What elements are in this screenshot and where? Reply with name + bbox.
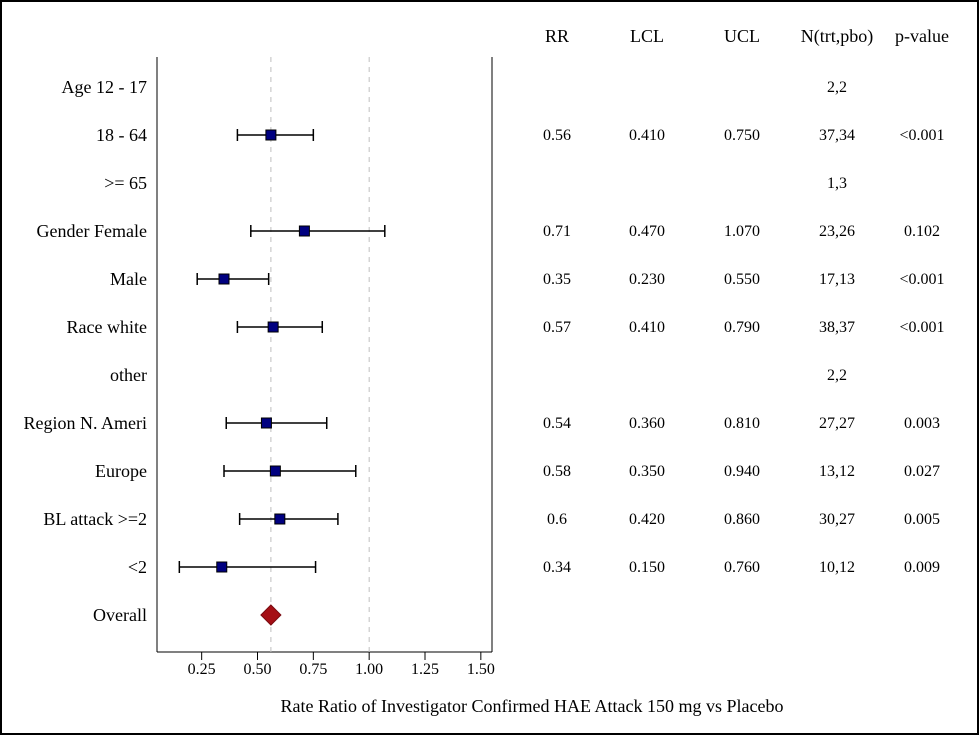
table-cell: 0.57 (543, 319, 571, 336)
table-cell: <0.001 (899, 319, 944, 336)
table-cell: 0.005 (904, 511, 940, 528)
table-cell: 1.070 (724, 223, 760, 240)
forest-plot-svg: 0.25 0.50 0.75 1.00 1.25 1.50 Rate Ratio of In… (2, 2, 977, 733)
table-cell: 0.150 (629, 559, 665, 576)
table-cell: <0.001 (899, 127, 944, 144)
table-cell: 0.760 (724, 559, 760, 576)
point-marker (217, 562, 227, 572)
table-cell: 0.750 (724, 127, 760, 144)
table-cell: 0.003 (904, 415, 940, 432)
table-cell: 0.230 (629, 271, 665, 288)
row-label: <2 (128, 557, 147, 577)
table-cell: 0.470 (629, 223, 665, 240)
x-tick-label: 0.50 (244, 661, 272, 678)
table-cell: 17,13 (819, 271, 855, 288)
table-cell: 0.027 (904, 463, 940, 480)
row-label: Race white (67, 317, 147, 337)
table-cell: 0.350 (629, 463, 665, 480)
table-cell: <0.001 (899, 271, 944, 288)
table-cell: 0.56 (543, 127, 571, 144)
column-header: LCL (630, 26, 664, 46)
table-cell: 13,12 (819, 463, 855, 480)
table-cell: 0.940 (724, 463, 760, 480)
table-cell: 10,12 (819, 559, 855, 576)
x-tick-label: 1.00 (355, 661, 383, 678)
point-marker (299, 226, 309, 236)
row-label: Overall (93, 605, 147, 625)
table-cell: 30,27 (819, 511, 855, 528)
table-cell: 0.35 (543, 271, 571, 288)
table-cell: 2,2 (827, 367, 847, 384)
table-cell: 0.54 (543, 415, 571, 432)
row-label: BL attack >=2 (43, 509, 147, 529)
x-tick-label: 1.25 (411, 661, 439, 678)
row-label: Male (110, 269, 147, 289)
column-header: p-value (895, 26, 949, 46)
table-cell: 0.58 (543, 463, 571, 480)
x-tick-label: 0.75 (299, 661, 327, 678)
table-cell: 0.6 (547, 511, 567, 528)
table-cell: 0.550 (724, 271, 760, 288)
row-label: Age 12 - 17 (62, 77, 147, 97)
table-cell: 0.102 (904, 223, 940, 240)
table-cell: 0.34 (543, 559, 571, 576)
table-cell: 0.420 (629, 511, 665, 528)
table-cell: 0.71 (543, 223, 571, 240)
point-marker (219, 274, 229, 284)
point-marker (275, 514, 285, 524)
row-label: Europe (95, 461, 147, 481)
column-header: N(trt,pbo) (801, 26, 873, 47)
table-cell: 27,27 (819, 415, 855, 432)
overall-diamond (261, 605, 281, 625)
table-cell: 0.410 (629, 319, 665, 336)
table-cell: 0.790 (724, 319, 760, 336)
table-cell: 0.360 (629, 415, 665, 432)
table-cell: 0.410 (629, 127, 665, 144)
row-label: Region N. Ameri (24, 413, 148, 433)
point-marker (268, 322, 278, 332)
row-label: >= 65 (104, 173, 147, 193)
table-cell: 23,26 (819, 223, 855, 240)
x-tick-label: 1.50 (467, 661, 495, 678)
column-header: UCL (724, 26, 760, 46)
table-cell: 0.009 (904, 559, 940, 576)
x-tick-label: 0.25 (188, 661, 216, 678)
row-label: Gender Female (37, 221, 147, 241)
row-label: 18 - 64 (96, 125, 147, 145)
table-cell: 0.860 (724, 511, 760, 528)
table-cell: 0.810 (724, 415, 760, 432)
point-marker (261, 418, 271, 428)
row-label: other (110, 365, 147, 385)
point-marker (266, 130, 276, 140)
column-header: RR (545, 26, 569, 46)
table-cell: 2,2 (827, 79, 847, 96)
point-marker (270, 466, 280, 476)
table-cell: 38,37 (819, 319, 855, 336)
forest-plot-container: 0.25 0.50 0.75 1.00 1.25 1.50 Rate Ratio of In… (0, 0, 979, 735)
table-cell: 1,3 (827, 175, 847, 192)
table-cell: 37,34 (819, 127, 855, 144)
x-axis-title: Rate Ratio of Investigator Confirmed HAE… (281, 696, 784, 716)
